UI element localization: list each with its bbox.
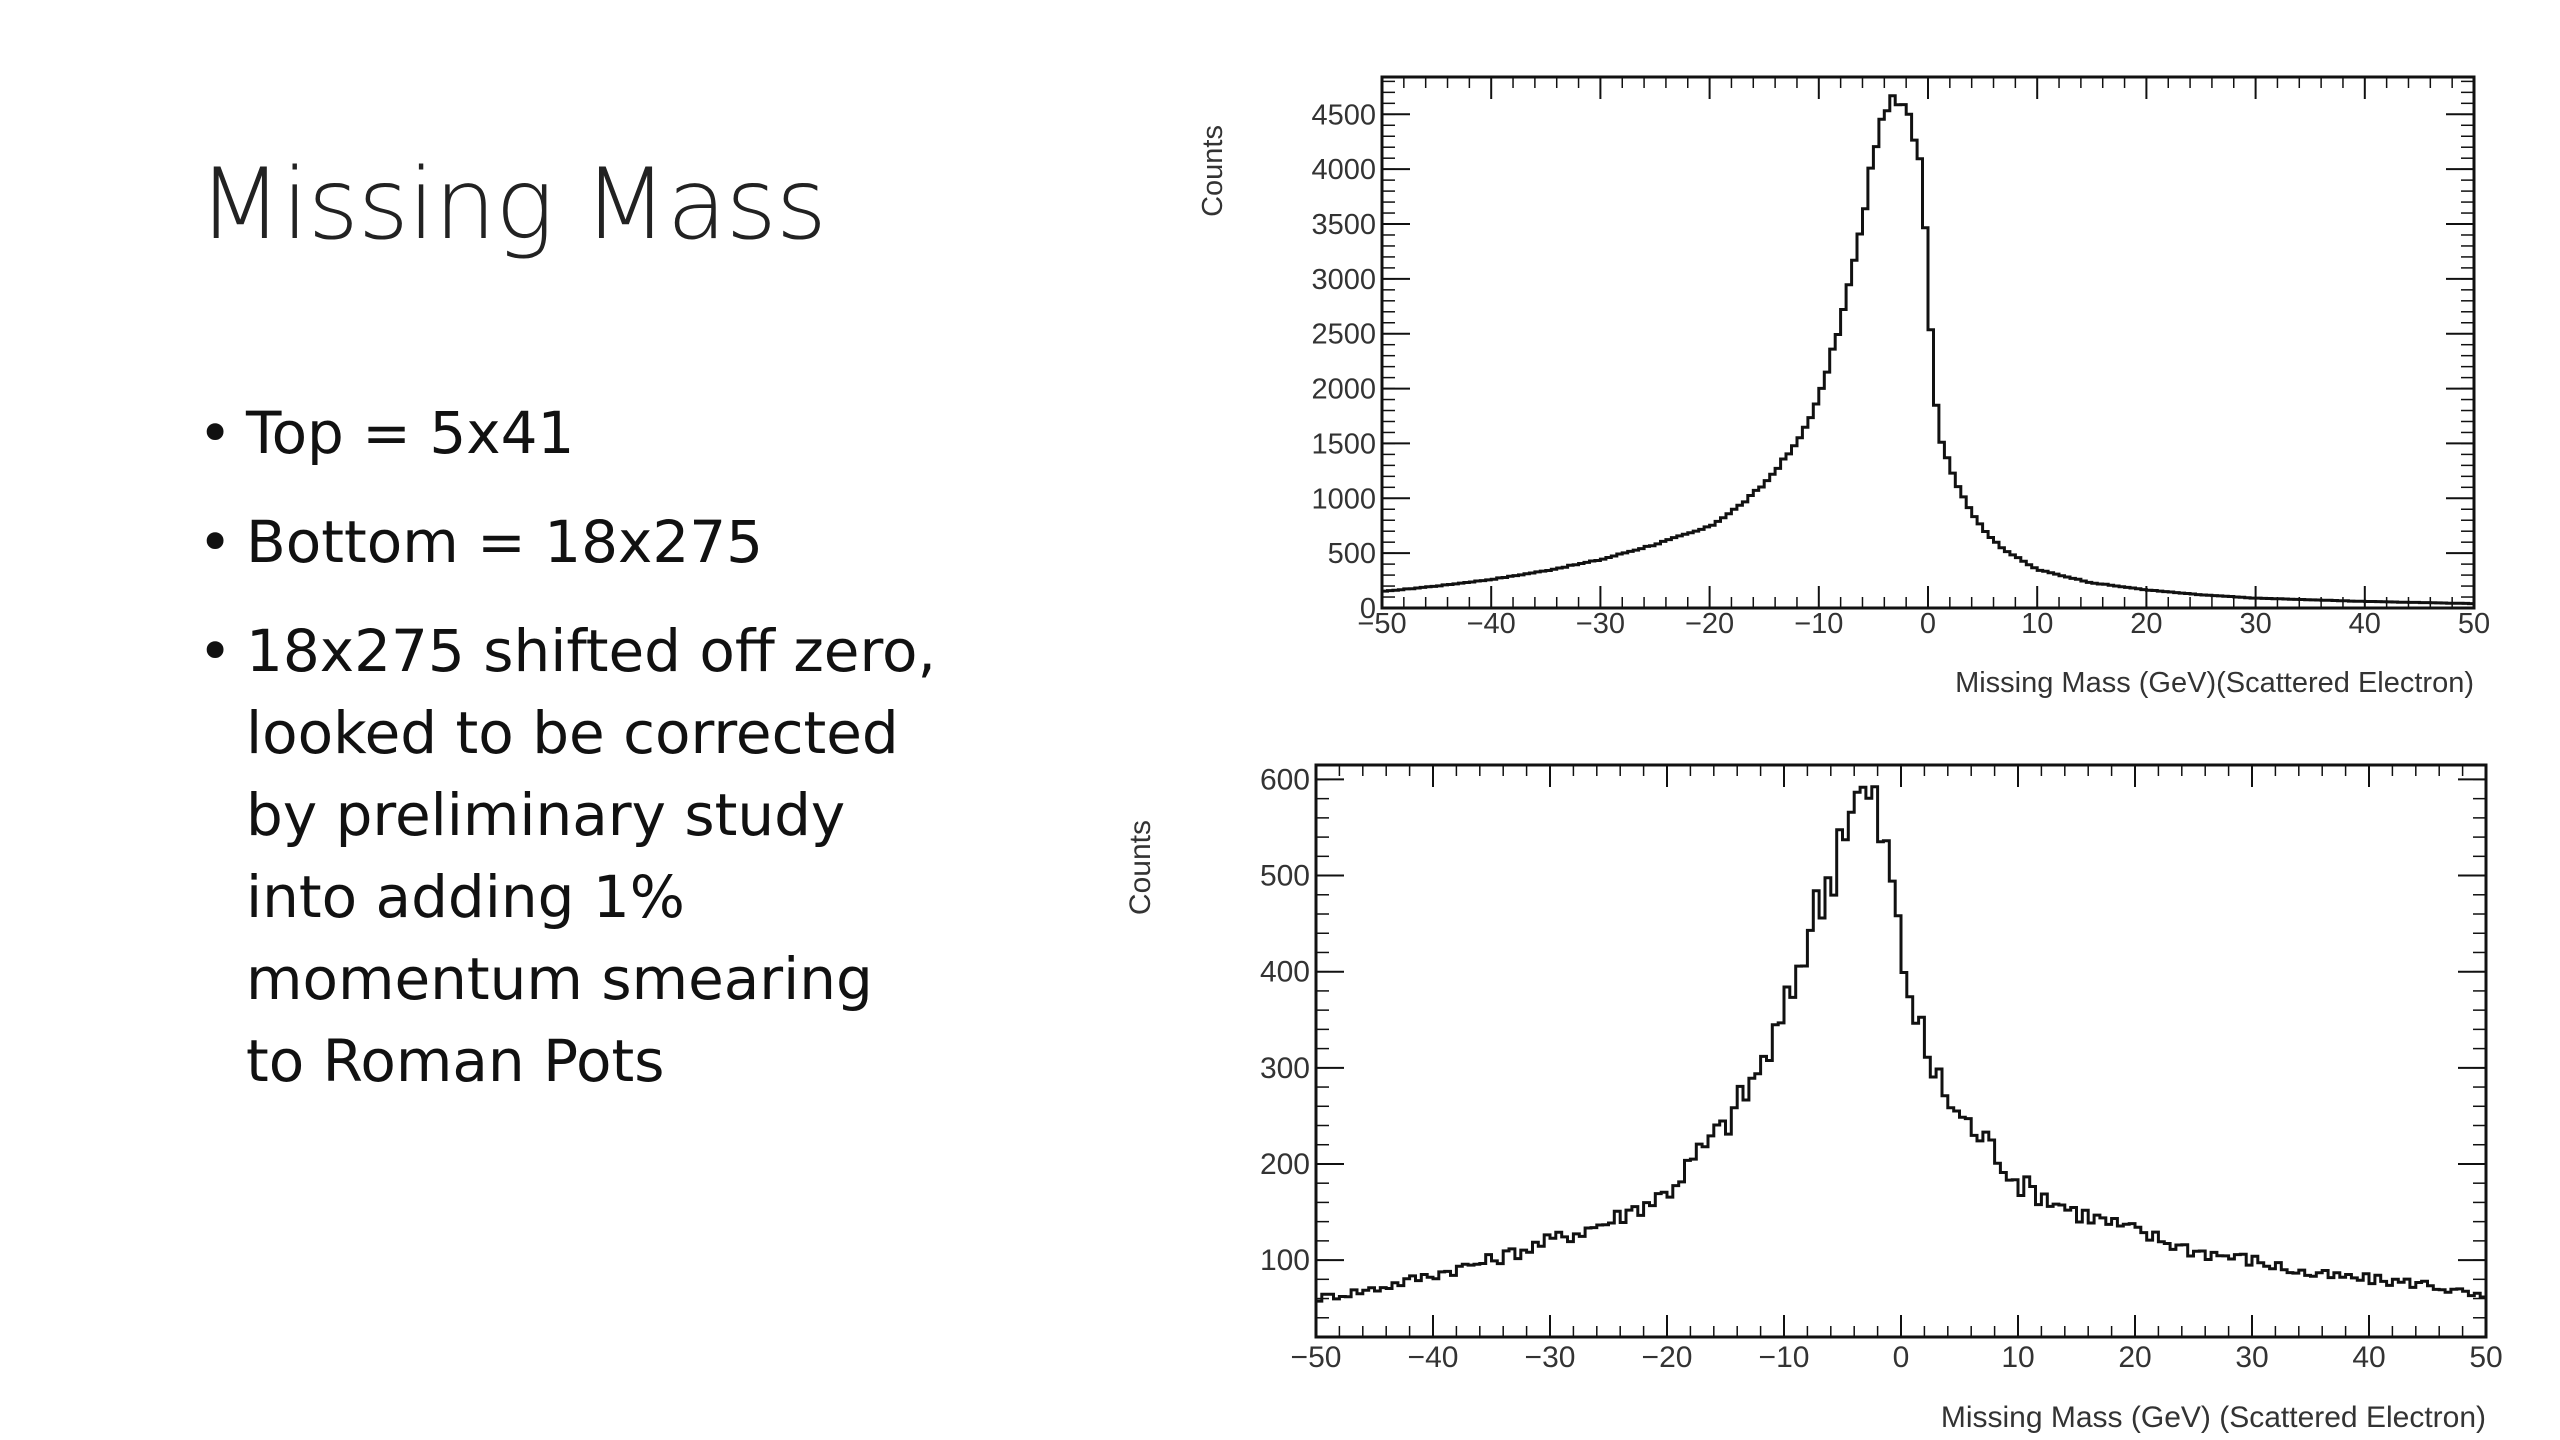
bullet-item: • Bottom = 18x275 bbox=[198, 501, 1018, 583]
x-tick-label: 40 bbox=[2352, 1341, 2385, 1374]
x-tick-label: 30 bbox=[2235, 1341, 2268, 1374]
histogram-line bbox=[1382, 94, 2474, 606]
y-tick-label: 4000 bbox=[1311, 154, 1376, 186]
bullet-dot-icon: • bbox=[198, 617, 233, 685]
y-axis-label: Counts bbox=[1124, 820, 1157, 915]
x-tick-label: 10 bbox=[2021, 608, 2053, 640]
x-tick-label: 40 bbox=[2349, 608, 2381, 640]
x-tick-label: −50 bbox=[1357, 608, 1406, 640]
bullet-dot-icon: • bbox=[198, 399, 233, 467]
y-tick-label: 0 bbox=[1360, 593, 1376, 625]
y-tick-label: 300 bbox=[1260, 1052, 1310, 1085]
x-tick-label: 50 bbox=[2458, 608, 2490, 640]
bullet-text: Bottom = 18x275 bbox=[246, 508, 764, 576]
x-tick-label: 10 bbox=[2001, 1341, 2034, 1374]
plot-frame bbox=[1314, 763, 2488, 1339]
y-tick-label: 500 bbox=[1260, 860, 1310, 893]
x-axis-label: Missing Mass (GeV) (Scattered Electron) bbox=[1941, 1401, 2486, 1434]
y-tick-label: 3500 bbox=[1311, 209, 1376, 241]
histogram-chart-2: −50 −40 −30 −20 −10 0 10 20 30 40 50 100 200 300 400 50… bbox=[1124, 763, 2503, 1434]
x-axis-label: Missing Mass (GeV)(Scattered Electron) bbox=[1955, 667, 2474, 699]
y-axis-label: Counts bbox=[1197, 125, 1229, 217]
x-tick-label: −50 bbox=[1291, 1341, 1342, 1374]
x-tick-label: −40 bbox=[1408, 1341, 1459, 1374]
x-tick-label: 0 bbox=[1920, 608, 1936, 640]
y-tick-label: 100 bbox=[1260, 1244, 1310, 1277]
slide-title: Missing Mass bbox=[198, 148, 827, 262]
y-tick-label: 500 bbox=[1328, 538, 1376, 570]
x-tick-label: 30 bbox=[2239, 608, 2271, 640]
x-tick-label: −30 bbox=[1525, 1341, 1576, 1374]
x-tick-label: 0 bbox=[1893, 1341, 1910, 1374]
x-tick-label: −20 bbox=[1642, 1341, 1693, 1374]
histogram-chart-1: −50 −40 −30 −20 −10 0 10 20 30 40 5005001000150020… bbox=[1197, 75, 2490, 699]
y-tick-label: 2000 bbox=[1311, 374, 1376, 406]
x-tick-label: −20 bbox=[1685, 608, 1734, 640]
y-tick-label: 1500 bbox=[1311, 428, 1376, 460]
x-tick-label: −30 bbox=[1576, 608, 1625, 640]
plot-frame bbox=[1380, 75, 2476, 610]
histogram-line bbox=[1316, 785, 2486, 1303]
x-tick-label: 20 bbox=[2130, 608, 2162, 640]
x-tick-label: −10 bbox=[1794, 608, 1843, 640]
bullet-list: • Top = 5x41 • Bottom = 18x275 • 18x275 … bbox=[198, 392, 1018, 1129]
y-tick-label: 200 bbox=[1260, 1148, 1310, 1181]
x-tick-label: −40 bbox=[1467, 608, 1516, 640]
bullet-item: • 18x275 shifted off zero, looked to be … bbox=[198, 610, 1018, 1102]
x-tick-label: 50 bbox=[2469, 1341, 2502, 1374]
x-tick-label: 20 bbox=[2118, 1341, 2151, 1374]
x-tick-label: −10 bbox=[1759, 1341, 1810, 1374]
bullet-dot-icon: • bbox=[198, 508, 233, 576]
bullet-text: Top = 5x41 bbox=[246, 399, 575, 467]
y-tick-label: 1000 bbox=[1311, 483, 1376, 515]
y-tick-label: 400 bbox=[1260, 956, 1310, 989]
bullet-item: • Top = 5x41 bbox=[198, 392, 1018, 474]
y-tick-label: 600 bbox=[1260, 763, 1310, 796]
bullet-text: 18x275 shifted off zero, looked to be co… bbox=[246, 617, 936, 1095]
y-tick-label: 4500 bbox=[1311, 99, 1376, 131]
y-tick-label: 3000 bbox=[1311, 264, 1376, 296]
y-tick-label: 2500 bbox=[1311, 319, 1376, 351]
